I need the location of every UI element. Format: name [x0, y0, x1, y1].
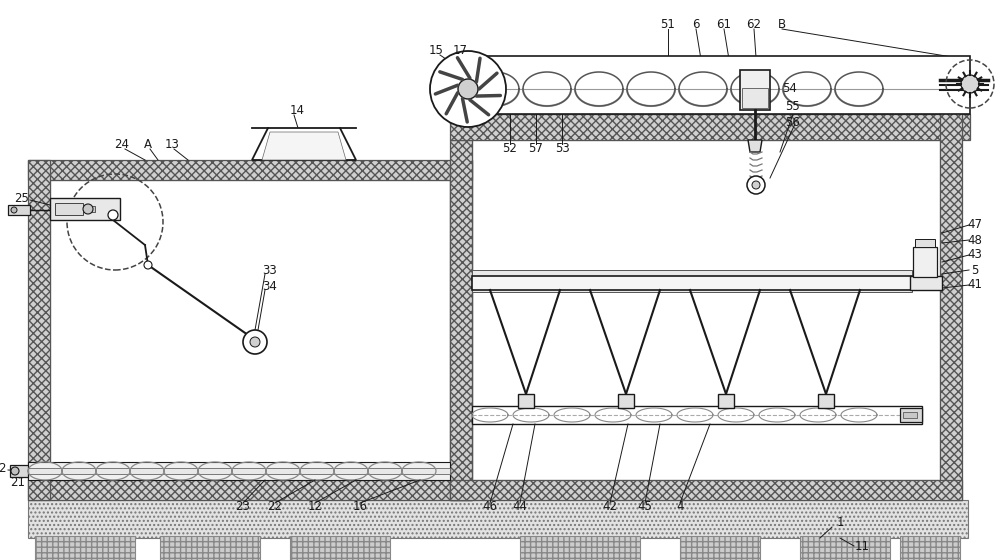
Bar — [740, 70, 770, 110]
Circle shape — [430, 51, 506, 127]
Bar — [520, 536, 640, 560]
Text: 53: 53 — [555, 142, 569, 155]
Bar — [28, 480, 472, 500]
Bar — [913, 247, 937, 277]
Text: 54: 54 — [783, 82, 797, 95]
Bar — [903, 412, 917, 418]
Circle shape — [250, 337, 260, 347]
Bar — [28, 500, 968, 538]
Bar — [718, 394, 734, 408]
Text: 11: 11 — [854, 539, 870, 553]
Bar — [160, 536, 260, 560]
Text: 57: 57 — [529, 142, 543, 155]
Bar — [915, 239, 935, 247]
Text: 12: 12 — [308, 501, 322, 514]
Bar — [450, 114, 970, 140]
Text: 43: 43 — [968, 249, 982, 262]
Text: 48: 48 — [968, 234, 982, 246]
Text: 42: 42 — [602, 501, 618, 514]
Text: 47: 47 — [968, 218, 982, 231]
Circle shape — [752, 181, 760, 189]
Text: 21: 21 — [10, 475, 26, 488]
Polygon shape — [252, 128, 356, 160]
Text: 25: 25 — [15, 192, 29, 204]
Bar — [618, 394, 634, 408]
Bar — [290, 536, 390, 560]
Text: 45: 45 — [638, 501, 652, 514]
Text: 1: 1 — [836, 516, 844, 530]
Circle shape — [11, 467, 19, 475]
Circle shape — [11, 207, 17, 213]
Polygon shape — [262, 132, 346, 160]
Circle shape — [144, 261, 152, 269]
Text: 5: 5 — [971, 264, 979, 277]
Text: 41: 41 — [968, 278, 982, 292]
Circle shape — [961, 75, 979, 93]
Bar — [458, 56, 970, 114]
Text: 44: 44 — [512, 501, 528, 514]
Bar — [472, 276, 912, 290]
Bar — [472, 270, 912, 276]
Text: 22: 22 — [268, 501, 283, 514]
Bar — [28, 468, 450, 474]
Bar — [472, 288, 912, 292]
Bar — [55, 203, 83, 215]
Bar — [35, 536, 135, 560]
Bar — [10, 465, 28, 477]
Bar — [742, 88, 768, 108]
Bar — [8, 205, 30, 215]
Text: 4: 4 — [676, 501, 684, 514]
Circle shape — [458, 79, 478, 99]
Bar — [900, 536, 960, 560]
Bar — [450, 480, 962, 500]
Bar — [450, 160, 472, 500]
Text: 52: 52 — [503, 142, 517, 155]
Text: 34: 34 — [263, 279, 277, 292]
Text: 56: 56 — [786, 115, 800, 128]
Text: 51: 51 — [661, 17, 675, 30]
Bar — [472, 140, 940, 480]
Circle shape — [747, 176, 765, 194]
Text: 15: 15 — [429, 44, 443, 57]
Text: 2: 2 — [0, 461, 6, 474]
Circle shape — [108, 210, 118, 220]
Bar — [472, 406, 922, 424]
Text: 33: 33 — [263, 264, 277, 277]
Bar — [910, 276, 942, 290]
Bar — [818, 394, 834, 408]
Text: 16: 16 — [352, 501, 368, 514]
Bar — [900, 408, 922, 422]
Text: 62: 62 — [746, 17, 762, 30]
Bar — [28, 462, 450, 480]
Bar — [680, 536, 760, 560]
Text: 61: 61 — [716, 17, 732, 30]
Bar — [518, 394, 534, 408]
Text: B: B — [778, 17, 786, 30]
Bar — [50, 180, 450, 480]
Text: 55: 55 — [786, 100, 800, 113]
Text: A: A — [144, 138, 152, 152]
Bar — [28, 160, 50, 500]
Bar — [83, 206, 95, 212]
Text: 6: 6 — [692, 17, 700, 30]
Polygon shape — [748, 140, 762, 152]
Text: 46: 46 — [482, 501, 498, 514]
Text: 17: 17 — [452, 44, 468, 57]
Text: 24: 24 — [114, 138, 130, 152]
Circle shape — [83, 204, 93, 214]
Text: 14: 14 — [290, 104, 304, 116]
Circle shape — [243, 330, 267, 354]
Bar — [450, 140, 472, 500]
Text: 13: 13 — [165, 138, 179, 152]
Bar — [50, 198, 120, 220]
Bar — [28, 160, 472, 180]
Bar — [940, 110, 962, 500]
Text: 23: 23 — [236, 501, 250, 514]
Bar — [800, 536, 890, 560]
